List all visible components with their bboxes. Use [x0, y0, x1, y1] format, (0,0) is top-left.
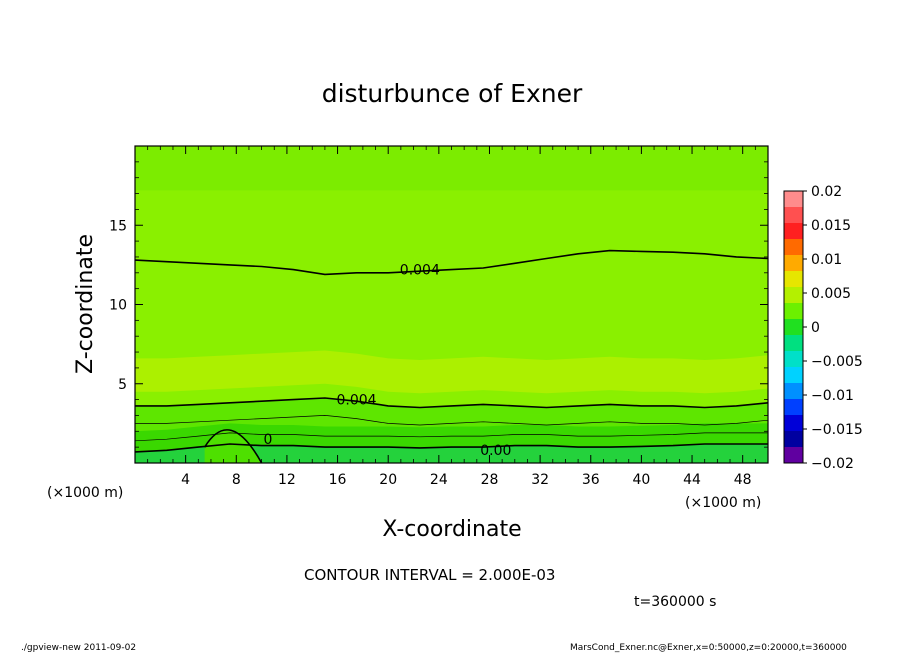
x-tick-label-20: 20	[379, 472, 397, 488]
band-high	[135, 350, 768, 394]
x-tick-label-28: 28	[481, 472, 499, 488]
contour-line-dome	[203, 429, 263, 464]
time-annotation: t=360000 s	[634, 594, 717, 610]
y-tick-label-10: 10	[109, 298, 127, 314]
colorbar-tick-label: −0.005	[811, 354, 863, 370]
band-top	[135, 146, 768, 191]
y-axis-label: Z-coordinate	[73, 234, 98, 374]
y-tick-label-15: 15	[109, 218, 127, 234]
x-tick-label-40: 40	[632, 472, 650, 488]
colorbar-tick-label: −0.015	[811, 422, 863, 438]
x-unit-right: (×1000 m)	[685, 495, 761, 511]
colorbar-tick-label: 0.01	[811, 252, 842, 268]
x-tick-label-48: 48	[734, 472, 752, 488]
contour-label-4: 0.00	[480, 443, 511, 459]
x-tick-label-32: 32	[531, 472, 549, 488]
contour-line-3	[134, 443, 768, 453]
colorbar-tick-label: 0.02	[811, 184, 842, 200]
contour-interval-note: CONTOUR INTERVAL = 2.000E-03	[304, 566, 556, 584]
colorbar-segment	[784, 319, 803, 336]
colorbar-tick-label: 0.015	[811, 218, 851, 234]
x-tick-label-36: 36	[582, 472, 600, 488]
plot-area: 0.004 0.004 0 0.00	[134, 145, 769, 464]
colorbar-segment	[784, 431, 803, 448]
x-tick-label-44: 44	[683, 472, 701, 488]
contour-label-1: 0.004	[400, 262, 440, 278]
band-dome	[204, 430, 262, 463]
colorbar-segment	[784, 351, 803, 368]
field-bands	[135, 146, 768, 463]
x-axis-label: X-coordinate	[382, 517, 521, 542]
footer-right: MarsCond_Exner.nc@Exner,x=0:50000,z=0:20…	[570, 643, 847, 653]
contour-lines	[134, 249, 769, 464]
x-tick-label-16: 16	[329, 472, 347, 488]
x-tick-label-8: 8	[232, 472, 241, 488]
colorbar-segment	[784, 415, 803, 432]
y-axis: 5 10 15	[109, 161, 768, 448]
x-tick-label-4: 4	[181, 472, 190, 488]
colorbar-segment	[784, 303, 803, 320]
y-tick-label-5: 5	[118, 377, 127, 393]
x-tick-label-24: 24	[430, 472, 448, 488]
chart-title: disturbunce of Exner	[322, 79, 583, 108]
colorbar-segment	[784, 271, 803, 288]
band-bottom	[135, 444, 768, 463]
colorbar-segment	[784, 223, 803, 240]
x-unit-left: (×1000 m)	[47, 485, 123, 501]
x-axis: 4 8 12 16 20 24 28 32 36 40 44 48	[147, 146, 756, 488]
colorbar-tick-label: −0.02	[811, 456, 854, 472]
colorbar-segment	[784, 191, 803, 208]
colorbar-segment	[784, 287, 803, 304]
colorbar-segment	[784, 399, 803, 416]
colorbar-segment	[784, 335, 803, 352]
footer-left: ./gpview-new 2011-09-02	[21, 643, 137, 653]
colorbar-segment	[784, 255, 803, 272]
contour-line-thin-1	[135, 415, 769, 426]
colorbar-segment	[784, 207, 803, 224]
contour-labels: 0.004 0.004 0 0.00	[263, 262, 511, 459]
colorbar-tick-label: −0.01	[811, 388, 854, 404]
colorbar-tick-label: 0	[811, 320, 820, 336]
contour-line-1	[134, 249, 769, 276]
colorbar: 0.02 0.015 0.01 0.005 0 −0.005 −0.01 −0.015 −0.0…	[783, 184, 863, 472]
contour-line-2	[135, 397, 769, 409]
colorbar-tick-label: 0.005	[811, 286, 851, 302]
contour-label-3: 0	[263, 432, 272, 448]
colorbar-segment	[784, 239, 803, 256]
contour-line-thin-2	[134, 432, 768, 442]
contour-label-2: 0.004	[337, 392, 377, 408]
colorbar-segment	[784, 383, 803, 400]
x-tick-label-12: 12	[278, 472, 296, 488]
colorbar-segment	[784, 367, 803, 384]
colorbar-segment	[784, 447, 803, 464]
